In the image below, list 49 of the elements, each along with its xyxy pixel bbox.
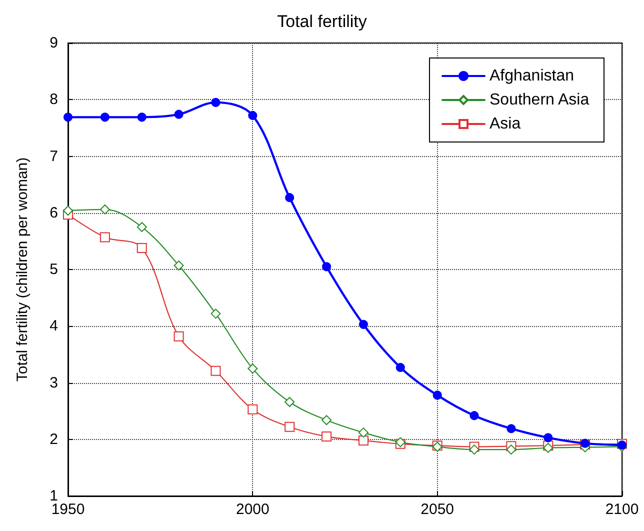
point — [322, 432, 332, 442]
point — [137, 112, 146, 122]
y-tick-label: 8 — [50, 91, 58, 108]
point — [174, 260, 184, 271]
point — [136, 242, 147, 253]
point — [211, 98, 220, 107]
point — [469, 444, 480, 455]
point — [284, 422, 295, 432]
point — [100, 204, 110, 214]
y-tick-label: 2 — [50, 430, 58, 448]
y-tick-label: 5 — [50, 261, 58, 278]
point — [396, 362, 405, 372]
point — [210, 308, 221, 319]
point — [100, 232, 110, 242]
x-tick-label: 2100 — [605, 501, 639, 518]
point — [358, 428, 368, 438]
y-axis-title: Total fertility (children per woman) — [14, 157, 31, 382]
point — [248, 404, 258, 414]
point — [358, 320, 368, 329]
chart-title: Total fertility — [277, 12, 368, 31]
x-tick-label: 2000 — [236, 501, 270, 518]
y-tick-label: 6 — [50, 204, 58, 222]
point — [285, 193, 294, 202]
point — [284, 397, 295, 408]
point — [358, 436, 368, 446]
legend-label: Asia — [489, 116, 521, 132]
y-tick-label: 3 — [50, 374, 58, 392]
y-tick-label: 9 — [50, 34, 58, 52]
point — [322, 415, 332, 426]
x-tick-label: 2050 — [420, 501, 454, 518]
point — [432, 390, 442, 400]
point — [174, 331, 184, 342]
point — [248, 364, 258, 374]
point — [470, 411, 479, 420]
point — [544, 433, 553, 442]
legend-label: Southern Asia — [489, 92, 590, 108]
point — [136, 222, 147, 232]
point — [210, 366, 221, 376]
y-tick-label: 4 — [50, 318, 58, 335]
point — [322, 262, 332, 272]
point — [506, 444, 516, 455]
y-tick-label: 7 — [50, 148, 58, 165]
legend-label: Afghanistan — [489, 68, 574, 84]
point — [100, 112, 110, 122]
point — [64, 112, 72, 122]
point — [63, 206, 73, 216]
point — [506, 424, 516, 434]
point — [174, 110, 184, 119]
point — [248, 110, 258, 120]
